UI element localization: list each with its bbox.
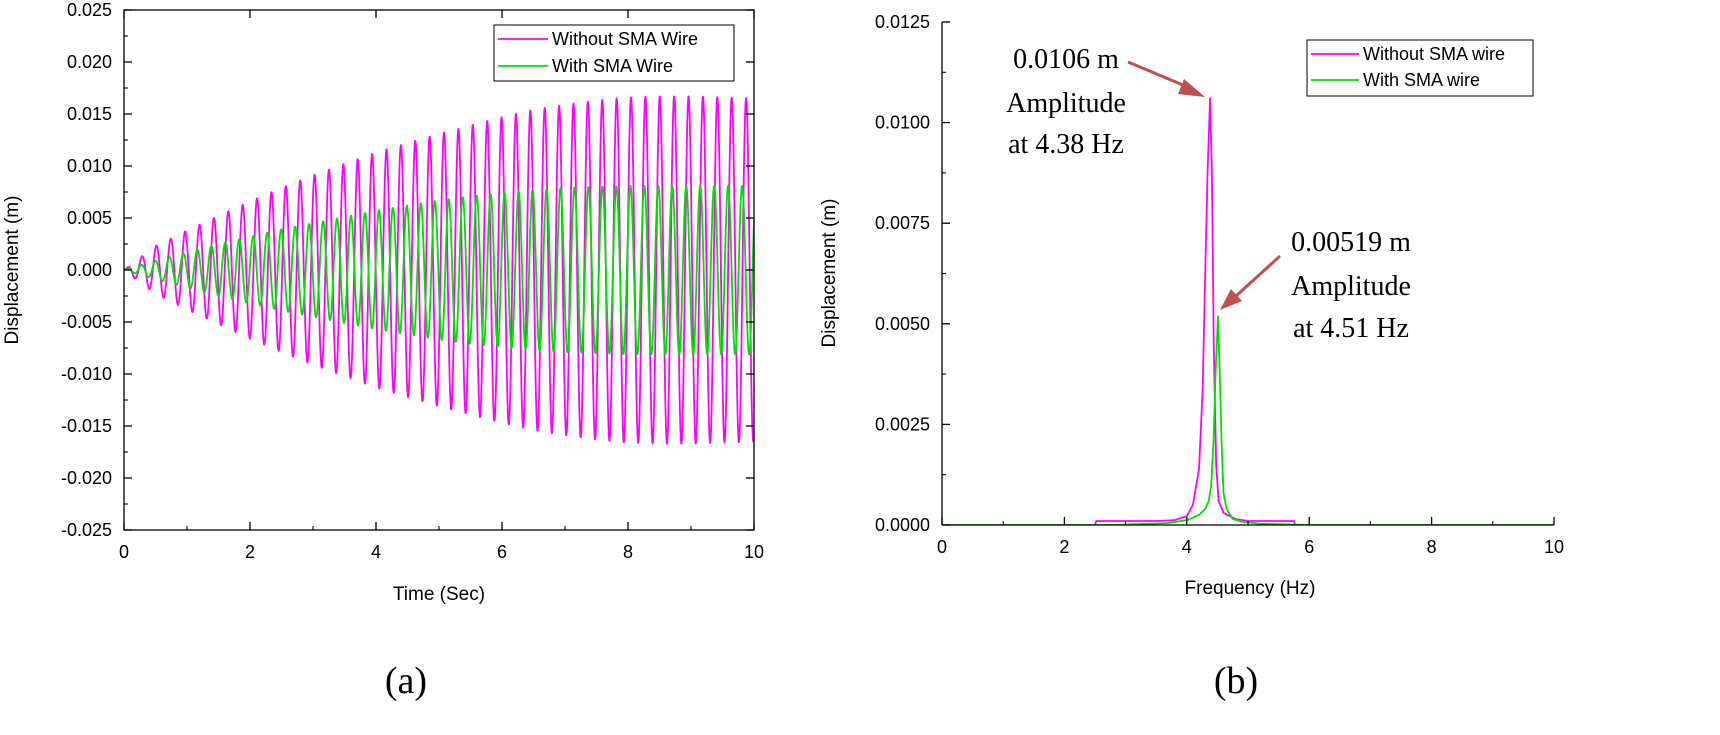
annotation-peak-without: 0.0106 m Amplitude at 4.38 Hz: [1006, 44, 1205, 160]
chart-b-legend-box: [1306, 39, 1534, 97]
annotation-peak-with: 0.00519 m Amplitude at 4.51 Hz: [1220, 227, 1411, 344]
chart-b-y-tick-label: 0.0025: [875, 414, 930, 434]
chart-a: 0 2 4 6 8 10 0.025 0.020 0.015 0.010 0.005 0.000 -0.…: [2, 0, 764, 702]
chart-b-x-tick-label: 2: [1059, 537, 1069, 557]
chart-a-y-tick-label: 0.020: [67, 52, 112, 72]
annotation-peak-with-freq: at 4.51 Hz: [1293, 313, 1409, 344]
annotation-peak-with-label: Amplitude: [1291, 271, 1411, 302]
chart-a-series-line-with-sma: [124, 184, 754, 356]
chart-a-y-tick-label: 0.010: [67, 156, 112, 176]
chart-b-series-line-with-sma: [942, 315, 1554, 525]
annotation-peak-without-arrow-shaft: [1127, 60, 1191, 90]
chart-b-legend: Without SMA wire With SMA wire: [1306, 39, 1534, 97]
chart-a-legend-label-with: With SMA Wire: [552, 56, 673, 76]
chart-a-y-tick-label: -0.025: [61, 520, 112, 540]
chart-b-series-group: [942, 97, 1554, 525]
chart-b-ticks: 0 2 4 6 8 10 0.0125 0.0100 0.0075 0.0050 0.0025 0.0…: [875, 12, 1564, 557]
chart-a-x-tick-label: 8: [623, 542, 633, 562]
chart-b-legend-label-with: With SMA wire: [1363, 70, 1480, 90]
chart-a-x-axis-title: Time (Sec): [393, 584, 485, 605]
annotation-peak-with-value: 0.00519 m: [1291, 227, 1411, 258]
annotation-peak-with-arrow-shaft: [1234, 254, 1282, 298]
chart-b-y-tick-label: 0.0050: [875, 314, 930, 334]
chart-a-x-tick-label: 10: [744, 542, 764, 562]
chart-a-x-tick-label: 2: [245, 542, 255, 562]
annotation-peak-without-freq: at 4.38 Hz: [1008, 129, 1124, 160]
chart-b-x-tick-label: 6: [1304, 537, 1314, 557]
annotation-peak-without-label: Amplitude: [1006, 88, 1126, 119]
chart-b-panel-label: (b): [1214, 660, 1258, 702]
chart-b-y-tick-label: 0.0100: [875, 113, 930, 133]
chart-b-x-tick-label: 0: [937, 537, 947, 557]
annotation-peak-without-arrowhead: [1178, 79, 1205, 97]
chart-a-y-tick-label: 0.000: [67, 260, 112, 280]
chart-a-y-tick-label: -0.020: [61, 468, 112, 488]
chart-a-legend-label-without: Without SMA Wire: [552, 29, 698, 49]
chart-a-ticks: 0 2 4 6 8 10 0.025 0.020 0.015 0.010 0.005 0.000 -0.…: [61, 0, 764, 562]
chart-b-x-tick-label: 4: [1182, 537, 1192, 557]
chart-a-series-line-without-sma: [124, 95, 754, 445]
chart-a-y-tick-label: -0.015: [61, 416, 112, 436]
chart-b: 0 2 4 6 8 10 0.0125 0.0100 0.0075 0.0050 0.0025 0.0…: [819, 12, 1564, 702]
chart-a-x-tick-label: 4: [371, 542, 381, 562]
chart-a-y-tick-label: -0.010: [61, 364, 112, 384]
chart-a-y-tick-label: 0.005: [67, 208, 112, 228]
chart-b-legend-label-without: Without SMA wire: [1363, 44, 1505, 64]
chart-a-y-axis-title: Displacement (m): [2, 196, 23, 345]
chart-a-legend-box: [493, 24, 735, 82]
chart-b-y-tick-label: 0.0000: [875, 515, 930, 535]
chart-a-y-tick-label: -0.005: [61, 312, 112, 332]
chart-a-y-tick-label: 0.025: [67, 0, 112, 20]
chart-b-x-tick-label: 8: [1427, 537, 1437, 557]
chart-a-series-group: [124, 95, 754, 445]
annotation-peak-with-arrowhead: [1220, 289, 1242, 310]
chart-b-y-axis-title: Displacement (m): [819, 199, 840, 348]
chart-a-x-tick-label: 6: [497, 542, 507, 562]
chart-b-y-tick-label: 0.0125: [875, 12, 930, 32]
chart-b-y-tick-label: 0.0075: [875, 213, 930, 233]
annotation-peak-without-value: 0.0106 m: [1013, 44, 1119, 75]
chart-b-x-axis-title: Frequency (Hz): [1185, 578, 1316, 599]
chart-a-panel-label: (a): [385, 660, 427, 702]
chart-b-series-line-without-sma: [942, 97, 1554, 525]
chart-a-legend: Without SMA Wire With SMA Wire: [493, 24, 735, 82]
chart-a-x-tick-label: 0: [119, 542, 129, 562]
chart-a-y-tick-label: 0.015: [67, 104, 112, 124]
chart-b-x-tick-label: 10: [1544, 537, 1564, 557]
